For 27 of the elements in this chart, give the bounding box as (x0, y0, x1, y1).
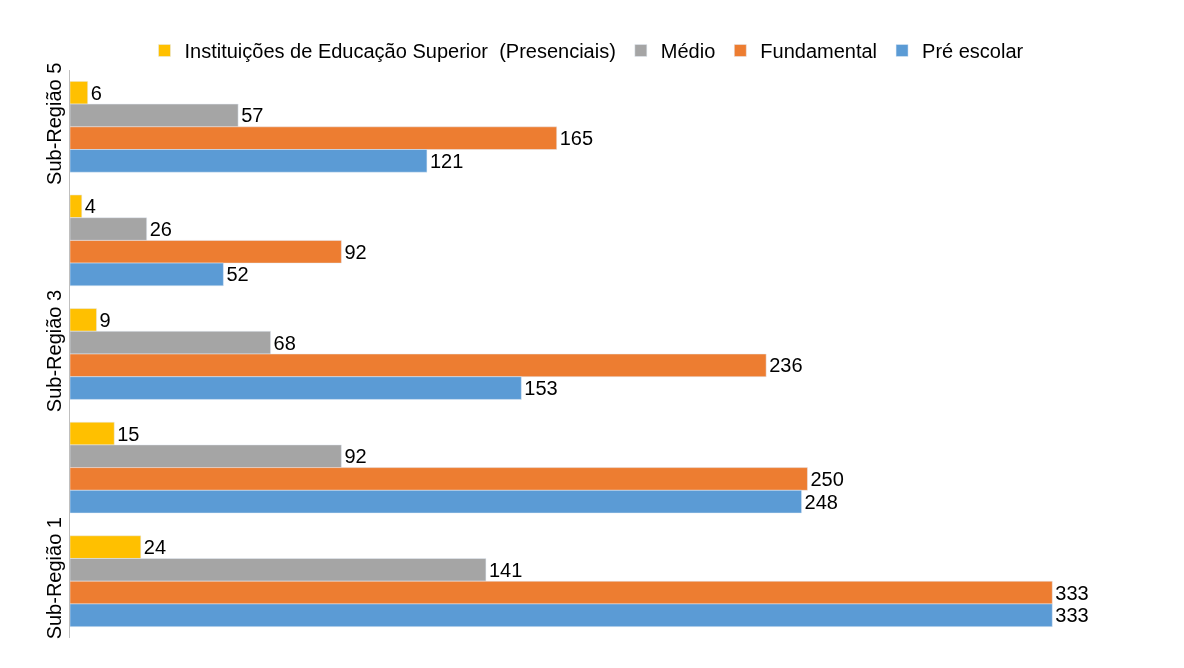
data-label: 52 (226, 263, 249, 286)
legend-label: Instituições de Educação Superior (Presenciais) (184, 40, 616, 63)
data-label: 15 (117, 422, 140, 445)
data-label: 165 (559, 127, 594, 150)
data-label: 9 (99, 308, 111, 331)
data-label: 4 (84, 195, 96, 218)
y-tick-label: Sub-Região 1 (43, 517, 65, 640)
data-label: 92 (344, 445, 367, 468)
legend-label: Médio (660, 40, 716, 63)
data-label: 236 (769, 354, 803, 377)
data-label: 250 (810, 467, 844, 490)
data-label: 68 (273, 331, 296, 354)
legend-label: Pré escolar (922, 40, 1024, 63)
data-label: 24 (143, 536, 167, 559)
data-label: 333 (1055, 581, 1089, 604)
legend-label: Fundamental (760, 40, 878, 63)
y-tick-label: Sub-Região 5 (43, 62, 65, 185)
y-tick-label: Sub-Região 3 (43, 289, 65, 413)
data-label: 121 (429, 149, 464, 172)
data-label: 141 (488, 558, 523, 581)
data-label: 26 (149, 218, 172, 241)
data-label: 6 (90, 81, 102, 104)
data-label: 248 (804, 490, 838, 513)
data-label: 153 (524, 377, 558, 400)
data-label: 333 (1055, 604, 1089, 627)
data-label: 57 (241, 104, 264, 127)
data-label: 92 (344, 240, 367, 263)
